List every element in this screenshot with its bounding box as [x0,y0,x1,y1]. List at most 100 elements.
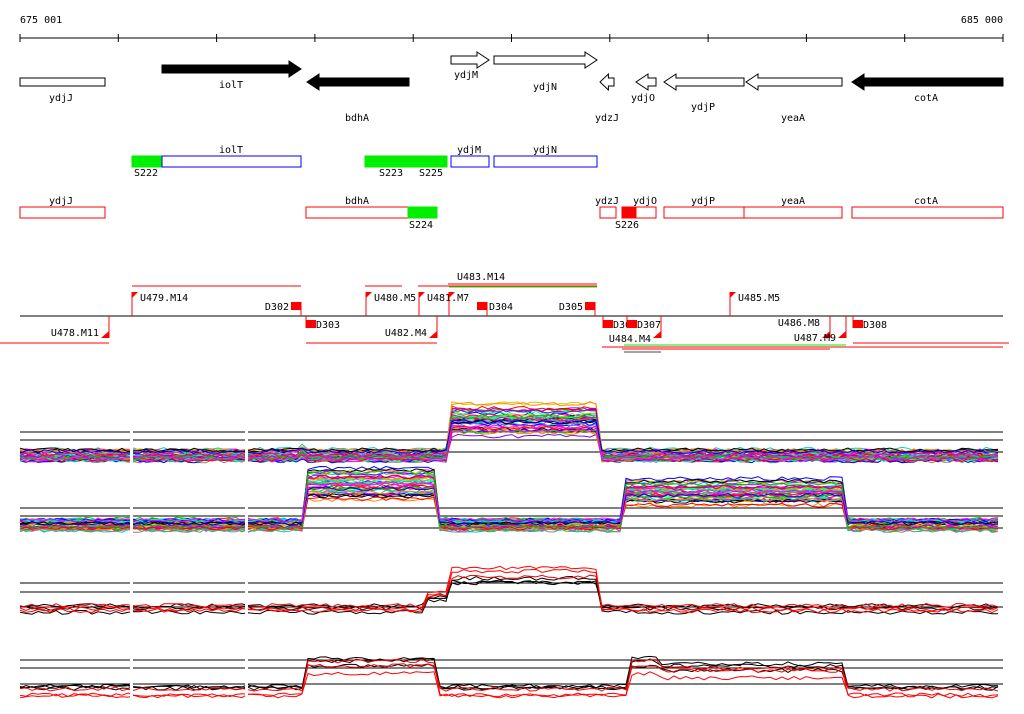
gene-label: bdhA [345,113,369,124]
terminator-label: D308 [863,320,887,331]
region-label: S223 [379,168,403,179]
expression-profile-line [19,418,999,455]
gene-label: ydjN [533,82,557,93]
promoter-label: U487.M9 [794,333,836,344]
region-box [599,206,617,219]
region-label: ydzJ [595,196,619,207]
expression-profile-line [19,481,999,523]
expression-profile-line [19,424,999,461]
data-gap [130,543,133,623]
expression-profile-line [19,419,999,453]
ruler-start-label: 675 001 [20,15,62,26]
expression-profile-line [19,468,999,527]
expression-profile-line [19,465,999,523]
coordinate-ruler [19,34,1004,42]
promoter-label: U483.M14 [457,272,505,283]
promoter-label: U481.M7 [427,293,469,304]
expression-profile-line [19,416,999,458]
expression-profile-line [19,420,999,454]
terminator-label: D302 [265,302,289,313]
promoter-label: U480.M5 [374,293,416,304]
promoter-flag-icon [101,331,109,338]
promoter-flag-icon [429,331,437,338]
terminator-label: D305 [559,302,583,313]
expression-profile-line [19,479,999,524]
gene-label: ydjP [691,102,715,113]
gene-label: ydjO [631,93,655,104]
promoter-label: U484.M4 [609,334,651,345]
promoter-flag-icon [449,292,455,298]
expression-profile-line [19,663,999,692]
expression-profile-line [19,658,999,690]
data-gap [245,468,248,548]
expression-profile-line [19,565,999,612]
region-box [635,206,657,219]
region-label: S222 [134,168,158,179]
promoter-flag-icon [366,292,372,298]
data-gap [130,468,133,548]
operon-track: S222 iolT S223 S225 ydjM ydjN [131,145,598,179]
promoter-flag-icon [822,331,830,338]
gene-label: yeaA [781,113,805,124]
expression-profile-line [19,476,999,523]
region-label: ydjJ [49,196,73,207]
terminator-icon [603,320,613,328]
region-box [663,206,745,219]
region-label: ydjM [457,145,481,156]
region-label: bdhA [345,196,369,207]
expression-profile-line [19,480,999,524]
expression-profile-line [19,470,999,530]
terminator-label: D306 [613,320,637,331]
gene-label: iolT [219,80,243,91]
region-box [364,155,448,168]
region-label: S226 [615,220,639,231]
data-gap [245,392,248,472]
promoter-flag-icon [132,292,138,298]
terminator-icon [306,320,316,328]
region-box [493,155,598,168]
expression-profile-line [19,663,999,691]
gene-arrow-ydjN [493,51,598,69]
terminator-label: D304 [489,302,513,313]
promoter-label: U479.M14 [140,293,188,304]
terminator-icon [627,320,637,328]
gene-arrow-ydzJ [599,72,615,92]
expression-profile-line [19,476,999,526]
data-gap [245,620,248,700]
gene-label: ydjM [454,70,478,81]
data-gap [245,543,248,623]
region-label: S225 [419,168,443,179]
region-box [19,206,106,219]
gene-arrow-ydjM [450,51,490,69]
data-gap [130,392,133,472]
region-label: cotA [914,196,938,207]
expression-profile-line [19,574,999,609]
region-box [131,155,163,168]
expression-profile-line [19,568,999,614]
expression-profile-line [19,474,999,531]
promoter-label: U478.M11 [51,328,99,339]
gene-label: cotA [914,93,938,104]
expression-profile-line [19,658,999,699]
gene-arrow-cotA [851,73,1004,91]
terminator-icon [853,320,863,328]
gene-arrow-ydjJ [19,77,106,87]
terminator-icon [585,302,595,310]
gene-arrow-iolT [161,60,302,78]
region-label: iolT [219,145,243,156]
gene-arrow-ydjO [635,73,657,91]
region-box [851,206,1004,219]
promoter-label: U482.M4 [385,328,427,339]
expression-profile-line [19,480,999,524]
expression-profile-line [19,419,999,454]
expression-profile-line [19,671,999,698]
terminator-label: D307 [637,320,661,331]
gene-label: ydzJ [595,113,619,124]
terminator-icon [477,302,487,310]
region-box [743,206,843,219]
gene-arrow-yeaA [745,73,843,91]
region-label: ydjN [533,145,557,156]
region-label: ydjP [691,196,715,207]
gene-annotation-track: ydjJ iolT bdhA ydjM ydjN ydzJ ydjO ydjP yeaA cotA [19,51,1004,124]
